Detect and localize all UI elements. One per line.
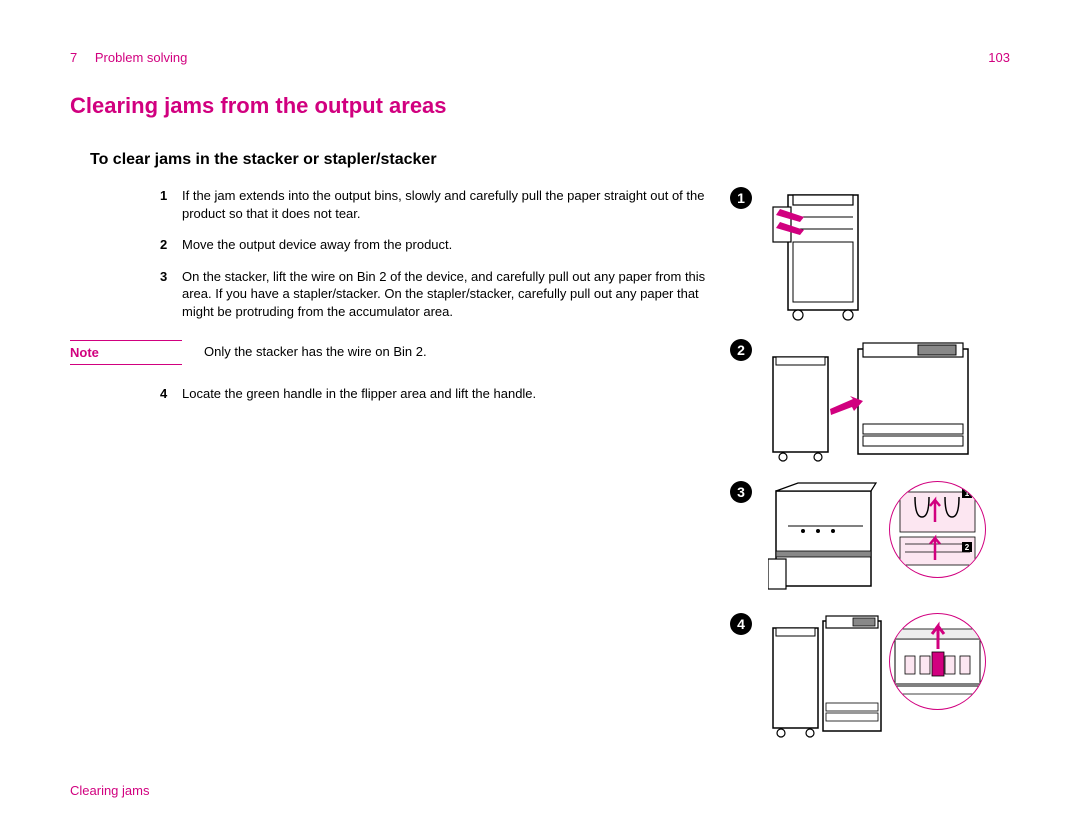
step-text: Move the output device away from the pro… bbox=[182, 236, 710, 254]
note-text: Only the stacker has the wire on Bin 2. bbox=[204, 340, 427, 359]
step-number: 4 bbox=[160, 385, 182, 403]
footer: Clearing jams bbox=[70, 783, 149, 798]
figure-number-badge: 1 bbox=[730, 187, 752, 209]
figure-2: 2 bbox=[730, 339, 1010, 469]
figure-column: 1 bbox=[730, 187, 1010, 755]
figure-4: 4 bbox=[730, 613, 1010, 743]
figure-3: 3 bbox=[730, 481, 1010, 601]
sub-heading: To clear jams in the stacker or stapler/… bbox=[90, 151, 1010, 169]
header-row: 7 Problem solving 103 bbox=[70, 50, 1010, 65]
step-2: 2 Move the output device away from the p… bbox=[160, 236, 710, 254]
step-text: Locate the green handle in the flipper a… bbox=[182, 385, 710, 403]
svg-text:1: 1 bbox=[965, 489, 970, 498]
main-heading: Clearing jams from the output areas bbox=[70, 93, 1010, 119]
content-row: 1 If the jam extends into the output bin… bbox=[70, 187, 1010, 755]
note-row: Note Only the stacker has the wire on Bi… bbox=[70, 340, 710, 365]
step-number: 1 bbox=[160, 187, 182, 222]
figure-1: 1 bbox=[730, 187, 1010, 327]
chapter-title: Problem solving bbox=[95, 50, 188, 65]
step-number: 3 bbox=[160, 268, 182, 321]
figure-3-detail-circle: 1 2 bbox=[889, 481, 986, 578]
figure-2-illustration bbox=[768, 339, 1010, 469]
page-number: 103 bbox=[988, 50, 1010, 65]
figure-number-badge: 3 bbox=[730, 481, 752, 503]
chapter-number: 7 bbox=[70, 50, 77, 65]
figure-number-badge: 2 bbox=[730, 339, 752, 361]
text-column: 1 If the jam extends into the output bin… bbox=[70, 187, 710, 755]
step-4: 4 Locate the green handle in the flipper… bbox=[160, 385, 710, 403]
note-label: Note bbox=[70, 340, 182, 365]
figure-number-badge: 4 bbox=[730, 613, 752, 635]
figure-4-illustration bbox=[768, 613, 1010, 743]
figure-4-detail-circle bbox=[889, 613, 986, 710]
header-left: 7 Problem solving bbox=[70, 50, 187, 65]
step-1: 1 If the jam extends into the output bin… bbox=[160, 187, 710, 222]
figure-3-illustration: 1 2 bbox=[768, 481, 1010, 601]
step-number: 2 bbox=[160, 236, 182, 254]
svg-text:2: 2 bbox=[965, 543, 970, 552]
step-text: If the jam extends into the output bins,… bbox=[182, 187, 710, 222]
figure-1-illustration bbox=[768, 187, 1010, 327]
page: 7 Problem solving 103 Clearing jams from… bbox=[0, 0, 1080, 834]
step-text: On the stacker, lift the wire on Bin 2 o… bbox=[182, 268, 710, 321]
step-3: 3 On the stacker, lift the wire on Bin 2… bbox=[160, 268, 710, 321]
